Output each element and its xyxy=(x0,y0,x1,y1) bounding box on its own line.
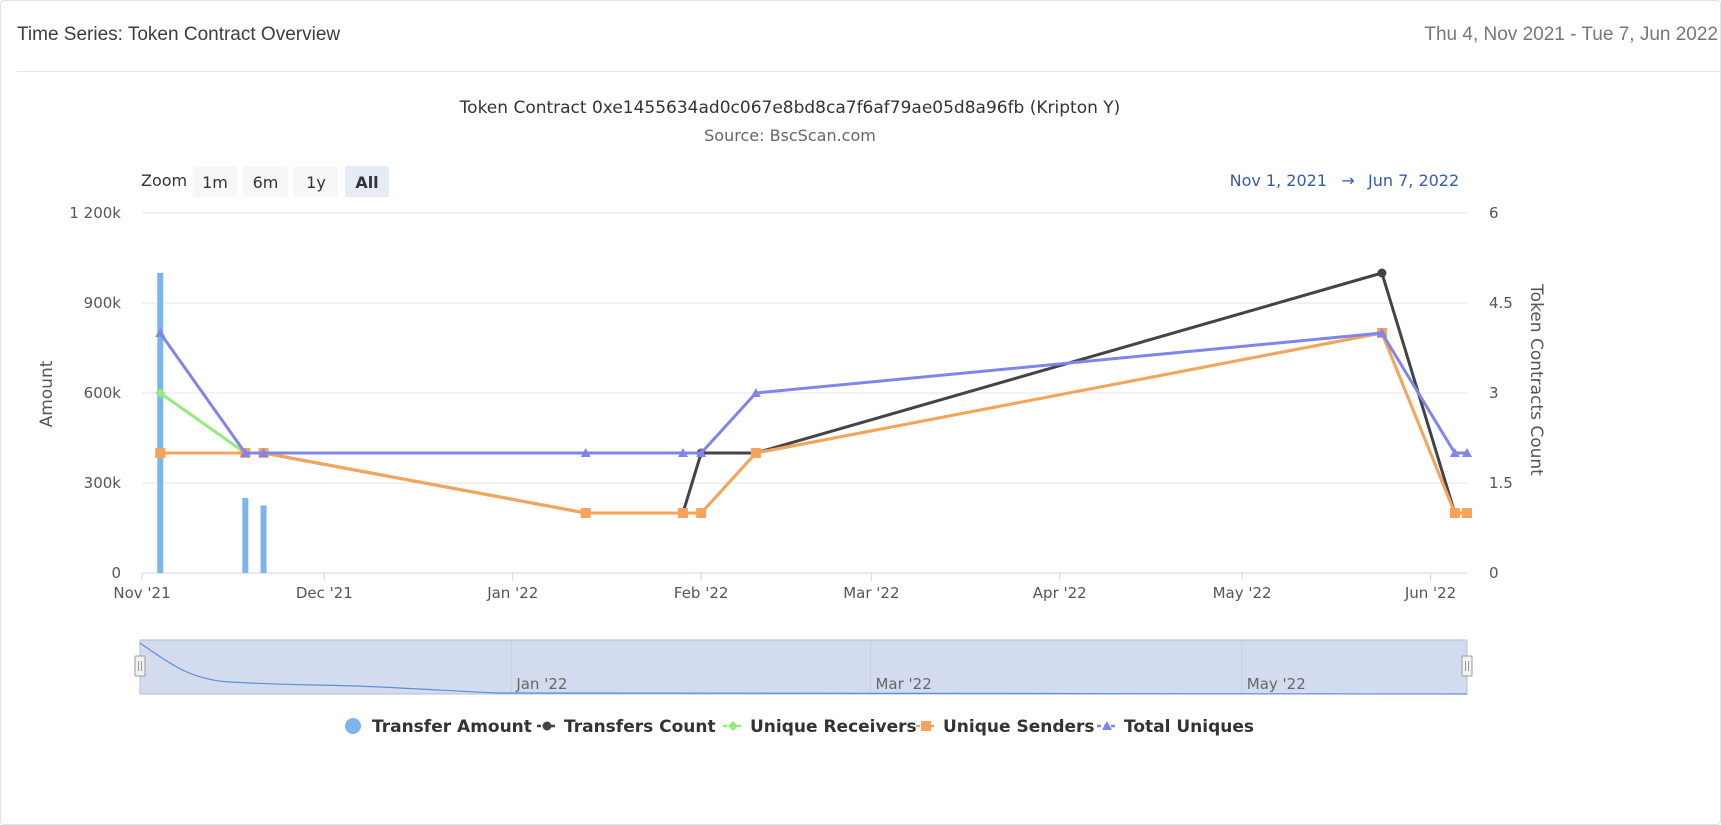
y-left-tick-label: 1 200k xyxy=(69,204,121,222)
svg-text:6m: 6m xyxy=(253,173,279,192)
total-uniques-point xyxy=(677,448,688,457)
svg-text:All: All xyxy=(355,173,378,192)
line-series xyxy=(155,268,1472,518)
unique-senders-point xyxy=(1462,508,1472,518)
x-tick-label: Jun '22 xyxy=(1404,584,1456,602)
range-to: Jun 7, 2022 xyxy=(1367,171,1459,190)
zoom-button-1m[interactable]: 1m xyxy=(193,166,237,197)
y-axis-left: 0 300k 600k 900k 1 200k xyxy=(69,204,121,582)
svg-text:1m: 1m xyxy=(202,173,228,192)
unique-senders-point xyxy=(580,508,591,518)
zoom-label: Zoom xyxy=(141,171,187,190)
total-uniques-point xyxy=(1462,448,1472,457)
legend-item-unique-senders[interactable]: Unique Senders xyxy=(916,717,1095,737)
zoom-button-1y[interactable]: 1y xyxy=(294,166,338,197)
range-arrow: → xyxy=(1341,171,1354,190)
unique-receivers-line xyxy=(159,331,1467,515)
x-tick-label: Mar '22 xyxy=(843,584,899,602)
card-title: Time Series: Token Contract Overview xyxy=(17,24,341,45)
total-uniques-point xyxy=(155,328,166,337)
total-uniques-line xyxy=(158,331,1467,455)
total-uniques-point xyxy=(258,448,269,457)
unique-senders-point xyxy=(750,448,761,458)
navigator-tick-label: May '22 xyxy=(1247,675,1306,693)
x-tick-label: Jan '22 xyxy=(486,584,538,602)
legend-label: Transfers Count xyxy=(564,717,716,737)
y-left-tick-label: 600k xyxy=(84,384,122,402)
total-uniques-point xyxy=(580,448,591,457)
y-right-tick-label: 6 xyxy=(1489,204,1499,222)
legend-label: Total Uniques xyxy=(1124,717,1254,737)
legend-symbol xyxy=(728,721,738,731)
svg-text:1y: 1y xyxy=(306,173,326,192)
legend-symbol xyxy=(921,721,931,731)
unique-senders-point xyxy=(155,448,166,458)
legend-symbol xyxy=(345,718,361,734)
unique-senders-line xyxy=(160,331,1467,515)
legend-item-transfer-amount[interactable]: Transfer Amount xyxy=(345,717,532,737)
x-tick-label: May '22 xyxy=(1213,584,1272,602)
legend-label: Unique Senders xyxy=(943,717,1095,737)
transfer-amount-bar xyxy=(242,498,249,573)
y-left-tick-label: 0 xyxy=(111,564,121,582)
navigator-handle-left[interactable] xyxy=(134,655,146,677)
chart-title: Token Contract 0xe1455634ad0c067e8bd8ca7… xyxy=(459,98,1121,118)
zoom-buttons: 1m 6m 1y All xyxy=(193,166,389,197)
y-axis-right: 0 1.5 3 4.5 6 xyxy=(1489,204,1513,582)
total-uniques-point xyxy=(1376,328,1387,337)
y-axis-right-title: Token Contracts Count xyxy=(1526,283,1546,476)
total-uniques-series xyxy=(155,328,1472,457)
transfer-amount-bar xyxy=(260,505,267,573)
range-from: Nov 1, 2021 xyxy=(1230,171,1327,190)
unique-senders-point xyxy=(696,508,707,518)
legend-symbol xyxy=(1102,721,1112,730)
legend-item-total-uniques[interactable]: Total Uniques xyxy=(1097,717,1254,737)
navigator-series-line xyxy=(139,642,1468,695)
y-right-tick-label: 1.5 xyxy=(1489,474,1513,492)
transfers-count-point xyxy=(1377,268,1387,278)
y-axis-left-title: Amount xyxy=(37,360,57,427)
total-uniques-point xyxy=(1449,448,1460,457)
total-uniques-point xyxy=(696,448,707,457)
legend-symbol xyxy=(542,721,552,731)
x-tick-label: Dec '21 xyxy=(296,584,353,602)
y-right-tick-label: 4.5 xyxy=(1489,294,1513,312)
total-uniques-point xyxy=(240,448,251,457)
legend-item-unique-receivers[interactable]: Unique Receivers xyxy=(723,717,917,737)
total-uniques-point xyxy=(750,388,761,397)
legend-label: Transfer Amount xyxy=(372,717,532,737)
chart-subtitle: Source: BscScan.com xyxy=(704,126,876,145)
y-right-tick-label: 0 xyxy=(1489,564,1499,582)
x-tick-label: Feb '22 xyxy=(674,584,729,602)
column-series xyxy=(157,273,267,573)
navigator-selection[interactable] xyxy=(139,639,1468,695)
legend: Transfer Amount Transfers Count Unique Rec… xyxy=(345,717,1254,737)
zoom-button-6m[interactable]: 6m xyxy=(243,166,288,197)
x-tick-label: Apr '22 xyxy=(1033,584,1087,602)
card-header: Time Series: Token Contract Overview Thu… xyxy=(17,1,1720,72)
y-left-tick-label: 900k xyxy=(84,294,122,312)
zoom-button-All[interactable]: All xyxy=(345,166,389,197)
x-axis: Nov '21 Dec '21 Jan '22 Feb '22 Mar '22 Apr '… xyxy=(113,572,1467,602)
legend-label: Unique Receivers xyxy=(750,717,917,737)
grid-lines xyxy=(142,212,1467,574)
legend-item-transfers-count[interactable]: Transfers Count xyxy=(537,717,716,737)
navigator-handle-right[interactable] xyxy=(1461,655,1473,677)
unique-receivers-series xyxy=(155,328,1472,518)
card-date-range: Thu 4, Nov 2021 - Tue 7, Jun 2022 xyxy=(1424,24,1718,45)
navigator-tick-label: Mar '22 xyxy=(875,675,931,693)
unique-senders-point xyxy=(1449,508,1460,518)
navigator[interactable]: Jan '22 Mar '22 May '22 xyxy=(134,639,1473,695)
navigator-tick-label: Jan '22 xyxy=(515,675,567,693)
y-right-tick-label: 3 xyxy=(1489,384,1499,402)
y-left-tick-label: 300k xyxy=(84,474,122,492)
unique-senders-series xyxy=(155,328,1472,518)
unique-senders-point xyxy=(677,508,688,518)
x-tick-label: Nov '21 xyxy=(113,584,170,602)
transfer-amount-bar xyxy=(157,273,164,573)
unique-receivers-point xyxy=(155,388,166,398)
